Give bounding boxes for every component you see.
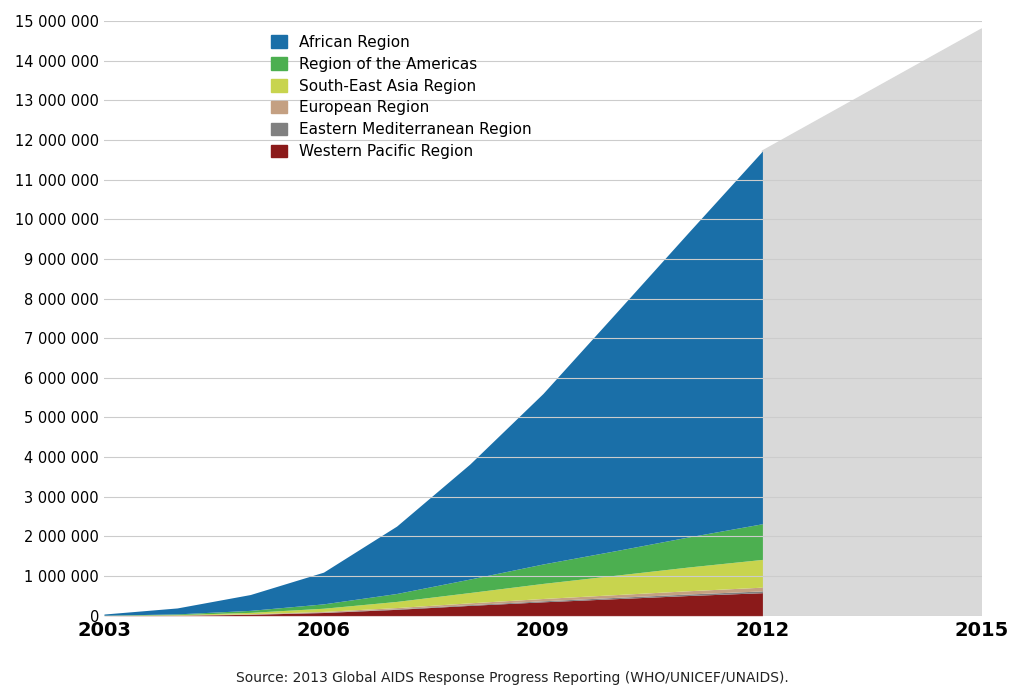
Legend: African Region, Region of the Americas, South-East Asia Region, European Region,: African Region, Region of the Americas, … [265,29,538,165]
Polygon shape [763,29,982,616]
Text: Source: 2013 Global AIDS Response Progress Reporting (WHO/UNICEF/UNAIDS).: Source: 2013 Global AIDS Response Progre… [236,671,788,685]
